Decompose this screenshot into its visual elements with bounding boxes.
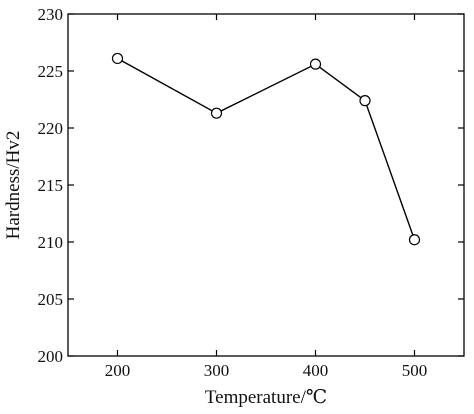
y-tick-label: 220: [38, 119, 64, 138]
data-point: [309, 58, 322, 70]
x-tick-label: 300: [204, 361, 230, 380]
data-point: [408, 234, 421, 246]
y-tick-label: 225: [38, 62, 64, 81]
series-line: [117, 57, 416, 240]
data-point: [359, 95, 371, 107]
data-point: [210, 107, 223, 119]
y-tick-label: 215: [38, 176, 64, 195]
y-tick-label: 210: [38, 233, 64, 252]
y-tick-label: 205: [38, 290, 64, 309]
y-axis-title: Hardness/Hv2: [3, 131, 24, 240]
data-point: [111, 52, 124, 65]
y-axis-ticks: 200 205 210 215 220 225 230: [38, 5, 464, 366]
x-tick-label: 500: [402, 361, 428, 380]
data-points: [111, 52, 421, 246]
y-tick-label: 200: [38, 347, 64, 366]
x-tick-label: 200: [105, 361, 131, 380]
y-tick-label: 230: [38, 5, 64, 24]
x-tick-label: 400: [303, 361, 329, 380]
plot-frame: [67, 13, 465, 357]
x-axis-title: Temperature/℃: [205, 387, 327, 408]
x-axis-ticks: 200 300 400 500: [105, 14, 428, 380]
